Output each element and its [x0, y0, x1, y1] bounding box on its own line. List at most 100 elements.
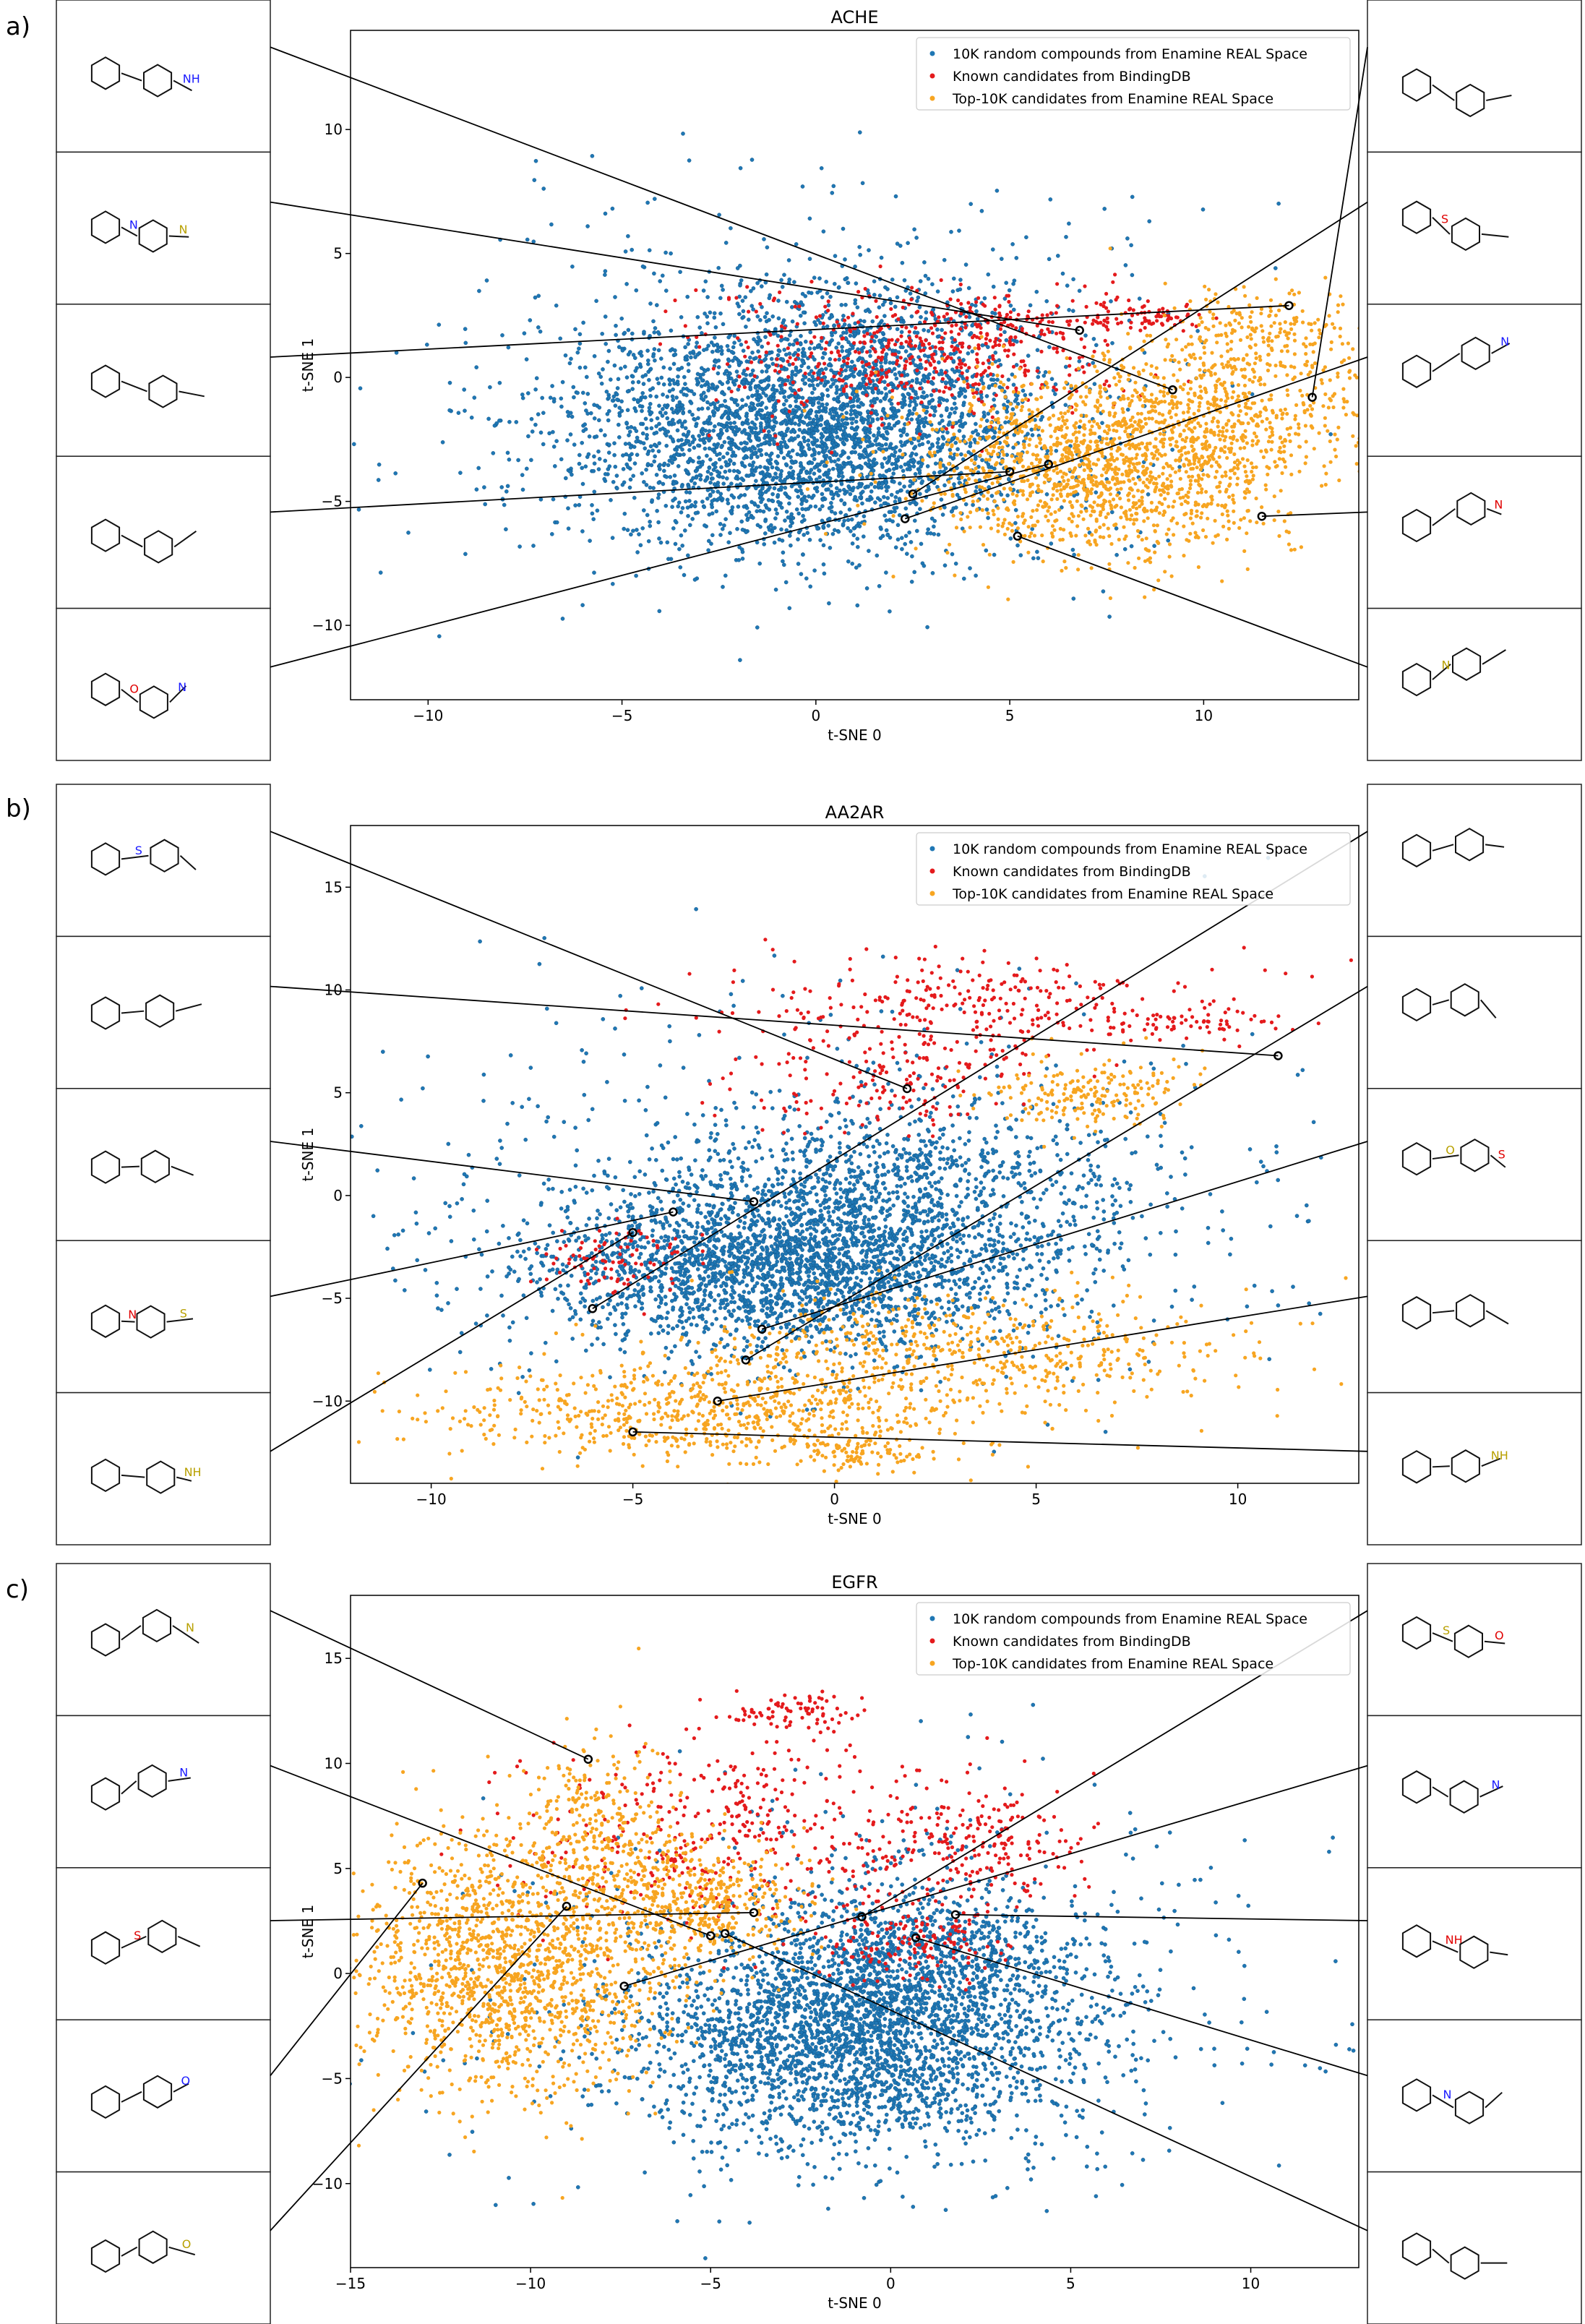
data-point — [806, 442, 810, 447]
data-point — [947, 480, 951, 484]
data-point — [904, 359, 909, 364]
data-point — [923, 416, 928, 421]
data-point — [705, 476, 710, 481]
data-point — [1242, 549, 1247, 554]
data-point — [781, 420, 785, 424]
data-point — [803, 293, 808, 299]
data-point — [646, 358, 650, 363]
data-point — [875, 553, 880, 558]
data-point — [758, 317, 763, 322]
data-point — [1005, 312, 1009, 317]
data-point — [872, 398, 877, 402]
data-point — [694, 469, 698, 473]
data-point — [842, 502, 847, 507]
data-point — [635, 453, 640, 458]
data-point — [622, 526, 627, 531]
data-point — [787, 450, 791, 455]
data-point — [675, 380, 680, 384]
data-point — [796, 387, 802, 393]
data-point — [710, 533, 715, 538]
data-point — [980, 343, 985, 348]
data-point — [763, 314, 768, 320]
data-point — [982, 296, 987, 301]
data-point — [854, 419, 859, 424]
data-point — [833, 281, 837, 286]
data-point — [1206, 406, 1211, 411]
data-point — [648, 387, 653, 393]
data-point — [791, 448, 795, 453]
data-point — [732, 382, 737, 387]
data-point — [719, 351, 724, 356]
data-point — [953, 410, 957, 415]
data-point — [611, 480, 616, 484]
data-point — [685, 469, 690, 474]
data-point — [918, 492, 922, 497]
data-point — [861, 420, 865, 425]
data-point — [959, 452, 963, 457]
data-point — [758, 465, 763, 469]
data-point — [942, 483, 947, 488]
data-point — [939, 278, 943, 283]
data-point — [904, 381, 909, 385]
data-point — [629, 532, 633, 537]
data-point — [936, 437, 941, 442]
data-point — [1189, 380, 1193, 385]
data-point — [846, 518, 851, 523]
data-point — [768, 398, 772, 403]
data-point — [945, 398, 949, 403]
data-point — [895, 241, 900, 246]
data-point — [759, 499, 763, 505]
data-point — [1054, 346, 1059, 351]
data-point — [956, 377, 961, 382]
data-point — [1177, 465, 1182, 469]
data-point — [664, 443, 669, 448]
data-point — [845, 376, 849, 380]
data-point — [950, 324, 954, 328]
data-point — [911, 499, 916, 505]
data-point — [663, 427, 667, 432]
data-point — [865, 474, 869, 479]
data-point — [1011, 364, 1016, 369]
data-point — [739, 441, 744, 446]
data-point — [947, 462, 951, 466]
data-point — [893, 499, 898, 504]
data-point — [858, 130, 862, 134]
data-point — [794, 488, 799, 493]
data-point — [967, 314, 972, 320]
data-point — [731, 398, 736, 403]
data-point — [903, 440, 908, 445]
data-point — [731, 450, 736, 455]
data-point — [900, 536, 904, 541]
data-point — [858, 411, 863, 416]
data-point — [820, 368, 824, 372]
data-point — [887, 510, 892, 515]
data-point — [726, 436, 731, 440]
data-point — [769, 356, 774, 361]
data-point — [770, 361, 776, 366]
data-point — [840, 348, 844, 353]
data-point — [648, 301, 653, 306]
data-point — [880, 465, 885, 469]
data-point — [655, 416, 660, 421]
data-point — [799, 413, 804, 418]
data-point — [549, 222, 554, 227]
data-point — [661, 393, 665, 397]
data-point — [728, 372, 732, 376]
data-point — [791, 361, 795, 366]
data-point — [896, 384, 901, 388]
data-point — [997, 445, 1001, 450]
data-point — [924, 394, 929, 398]
data-point — [791, 476, 796, 481]
data-point — [1164, 532, 1169, 536]
data-point — [858, 340, 862, 345]
data-point — [1056, 254, 1060, 258]
data-point — [684, 438, 689, 443]
data-point — [1129, 320, 1133, 325]
data-point — [745, 518, 749, 522]
data-point — [1000, 374, 1005, 379]
data-point — [702, 390, 706, 395]
data-point — [799, 519, 804, 524]
data-point — [849, 372, 854, 377]
data-point — [884, 570, 888, 575]
data-point — [550, 532, 554, 536]
